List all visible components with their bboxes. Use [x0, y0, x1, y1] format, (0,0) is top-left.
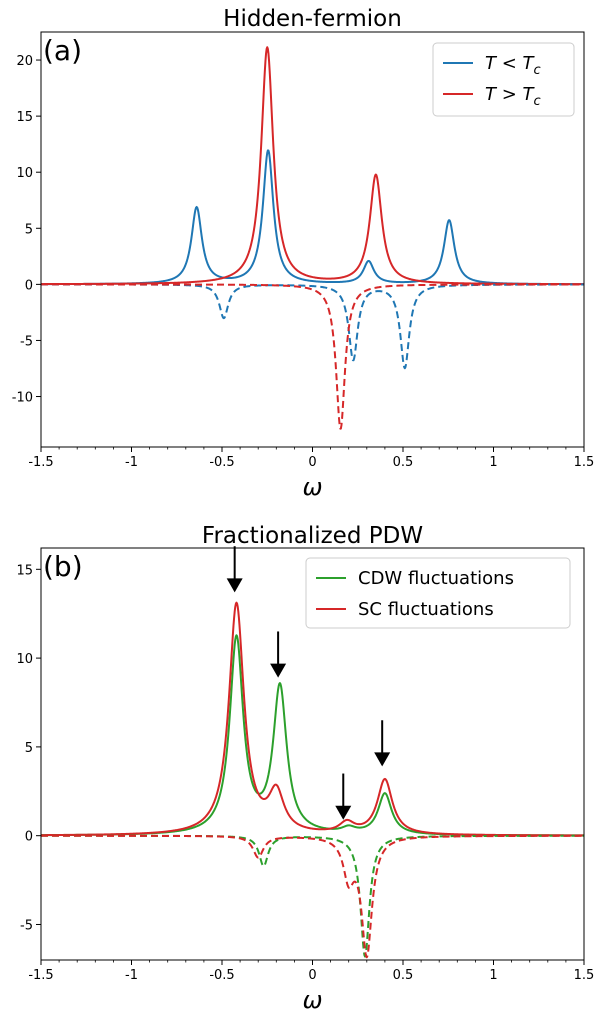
series-dashed-3-line — [41, 283, 584, 430]
y-tick-label: 0 — [25, 830, 33, 845]
x-axis-label: ω — [302, 986, 322, 1013]
peak-arrow — [335, 773, 352, 820]
y-tick-label: -10 — [12, 391, 33, 406]
series-group — [41, 46, 584, 430]
x-tick-label: 1.5 — [574, 968, 595, 983]
series-sc-fluctuations-line — [41, 601, 584, 837]
y-tick-label: 15 — [16, 563, 33, 578]
legend-box — [305, 557, 571, 629]
legend-box — [432, 42, 575, 117]
y-tick-label: 15 — [16, 110, 33, 125]
y-tick-label: 20 — [16, 54, 33, 69]
x-tick-label: 0.5 — [393, 455, 414, 470]
y-tick-label: 5 — [25, 741, 33, 756]
series-cdw-fluctuations-line — [41, 634, 584, 837]
panel-label: (a) — [43, 34, 82, 67]
y-tick-label: 5 — [25, 222, 33, 237]
series-dashed-3-line — [41, 834, 584, 959]
legend-entry: T > Tc — [443, 84, 541, 109]
legend-entry: SC fluctuations — [316, 599, 494, 620]
legend: T < Tc T > Tc — [432, 42, 575, 117]
y-tick-label: -5 — [20, 334, 33, 349]
x-tick-label: 1 — [489, 455, 497, 470]
panel-a-hidden-fermion: Hidden-fermion -1.5 -1 -0.5 0 0.5 1 1.5 -10 -5 0 5 1… — [12, 6, 595, 501]
peak-arrow — [226, 546, 243, 593]
panel-label: (b) — [43, 550, 83, 583]
x-tick-label: 0 — [308, 455, 316, 470]
legend-entry: CDW fluctuations — [316, 568, 514, 589]
y-tick-label: -5 — [20, 918, 33, 933]
legend-label: CDW fluctuations — [358, 568, 514, 589]
y-tick-label: 10 — [16, 166, 33, 181]
peak-arrow — [374, 720, 391, 767]
peak-arrow — [270, 631, 287, 678]
x-tick-label: -0.5 — [209, 455, 234, 470]
legend-entry: T < Tc — [443, 53, 541, 78]
x-axis-label: ω — [302, 473, 322, 501]
legend: CDW fluctuations SC fluctuations — [305, 557, 571, 629]
series-dashed-2-line — [41, 834, 584, 958]
x-tick-label: -1.5 — [28, 968, 53, 983]
legend-label: T > Tc — [485, 84, 541, 109]
panel-b-fractionalized-pdw: Fractionalized PDW -1.5 -1 -0.5 0 0.5 1 1.5 -5 0 5… — [16, 523, 594, 1013]
x-tick-label: -1 — [125, 455, 138, 470]
x-tick-label: -1.5 — [28, 455, 53, 470]
chart-title: Hidden-fermion — [223, 6, 402, 32]
chart-title: Fractionalized PDW — [202, 523, 423, 549]
legend-label: T < Tc — [485, 53, 541, 78]
series-t-t-c-line — [41, 149, 584, 286]
x-tick-label: 0.5 — [393, 968, 414, 983]
y-tick-label: 0 — [25, 278, 33, 293]
x-tick-label: 0 — [308, 968, 316, 983]
series-dashed-2-line — [41, 283, 584, 370]
x-tick-label: 1 — [489, 968, 497, 983]
x-tick-label: -1 — [125, 968, 138, 983]
y-tick-label: 10 — [16, 652, 33, 667]
x-tick-label: 1.5 — [574, 455, 595, 470]
x-tick-label: -0.5 — [209, 968, 234, 983]
legend-label: SC fluctuations — [358, 599, 494, 620]
series-group — [41, 601, 584, 959]
